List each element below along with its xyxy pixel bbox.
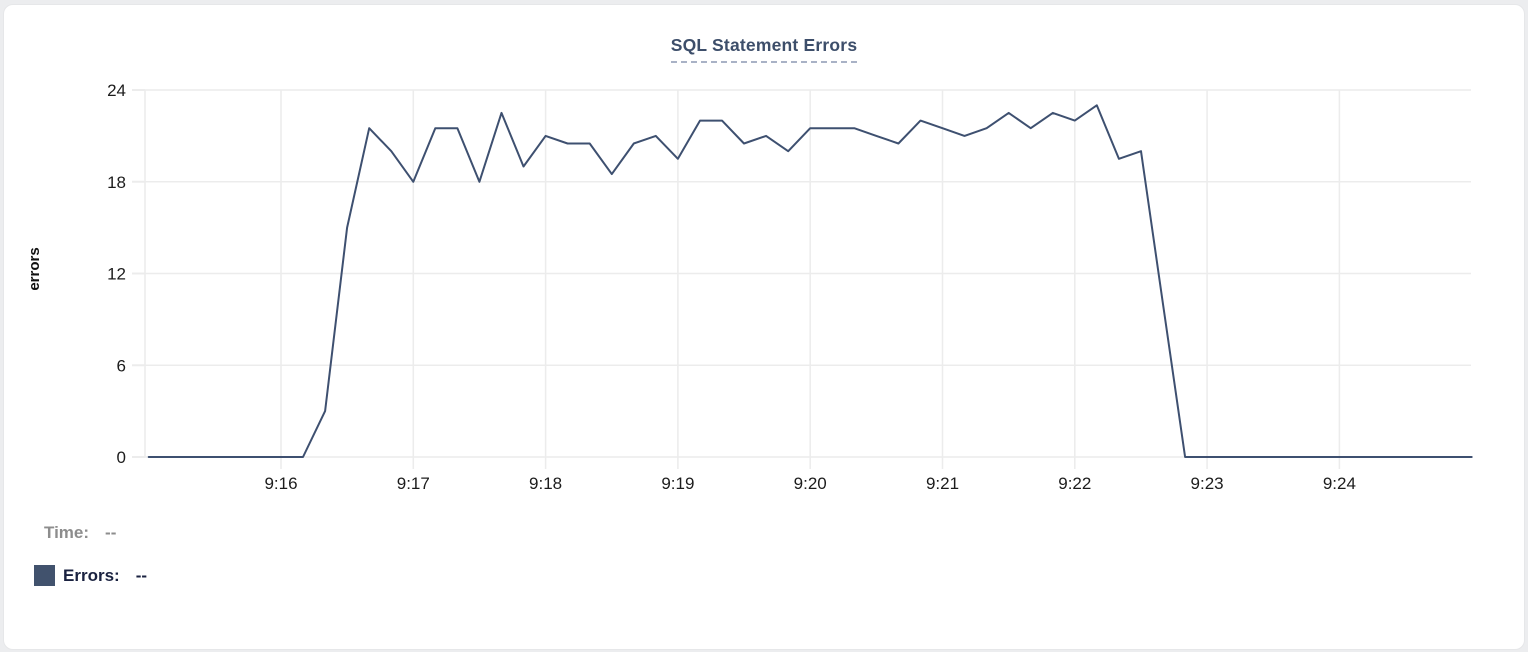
y-tick-label: 6 (117, 356, 126, 375)
x-tick-label: 9:18 (529, 474, 562, 493)
errors-label: Errors: (63, 565, 120, 585)
axis-ticks (132, 89, 145, 458)
readout-row-errors: Errors: -- (34, 565, 147, 586)
time-value: -- (105, 523, 117, 542)
y-tick-label: 18 (107, 173, 126, 192)
line-chart[interactable]: 0 6 12 18 24 9:16 9:17 9:18 9:19 9:20 9:21 9:22 9:23… (4, 5, 1526, 510)
errors-line-series[interactable] (147, 104, 1473, 458)
y-tick-label: 0 (117, 448, 126, 467)
x-tick-label: 9:21 (926, 474, 959, 493)
y-tick-label: 24 (107, 81, 126, 100)
x-tick-label: 9:17 (397, 474, 430, 493)
errors-legend-swatch-icon (34, 565, 55, 586)
errors-line[interactable] (147, 104, 1473, 458)
x-tick-label: 9:19 (661, 474, 694, 493)
x-tick-label: 9:20 (794, 474, 827, 493)
x-tick-label: 9:23 (1191, 474, 1224, 493)
chart-title[interactable]: SQL Statement Errors (670, 35, 858, 63)
errors-value: -- (135, 565, 148, 585)
hover-readout: Time: -- Errors: -- (34, 523, 147, 608)
gridlines (144, 89, 1471, 469)
time-label: Time: (44, 523, 90, 542)
x-tick-label: 9:24 (1323, 474, 1356, 493)
x-tick-label: 9:16 (264, 474, 297, 493)
chart-card: SQL Statement Errors errors 0 6 12 18 24 9:16… (3, 4, 1525, 650)
readout-row-time: Time: -- (34, 523, 147, 543)
y-tick-label: 12 (107, 265, 126, 284)
x-tick-label: 9:22 (1058, 474, 1091, 493)
chart-header: SQL Statement Errors (4, 35, 1524, 63)
axis-tick-labels: 0 6 12 18 24 9:16 9:17 9:18 9:19 9:20 9:21 9:22 9:23… (107, 81, 1356, 493)
